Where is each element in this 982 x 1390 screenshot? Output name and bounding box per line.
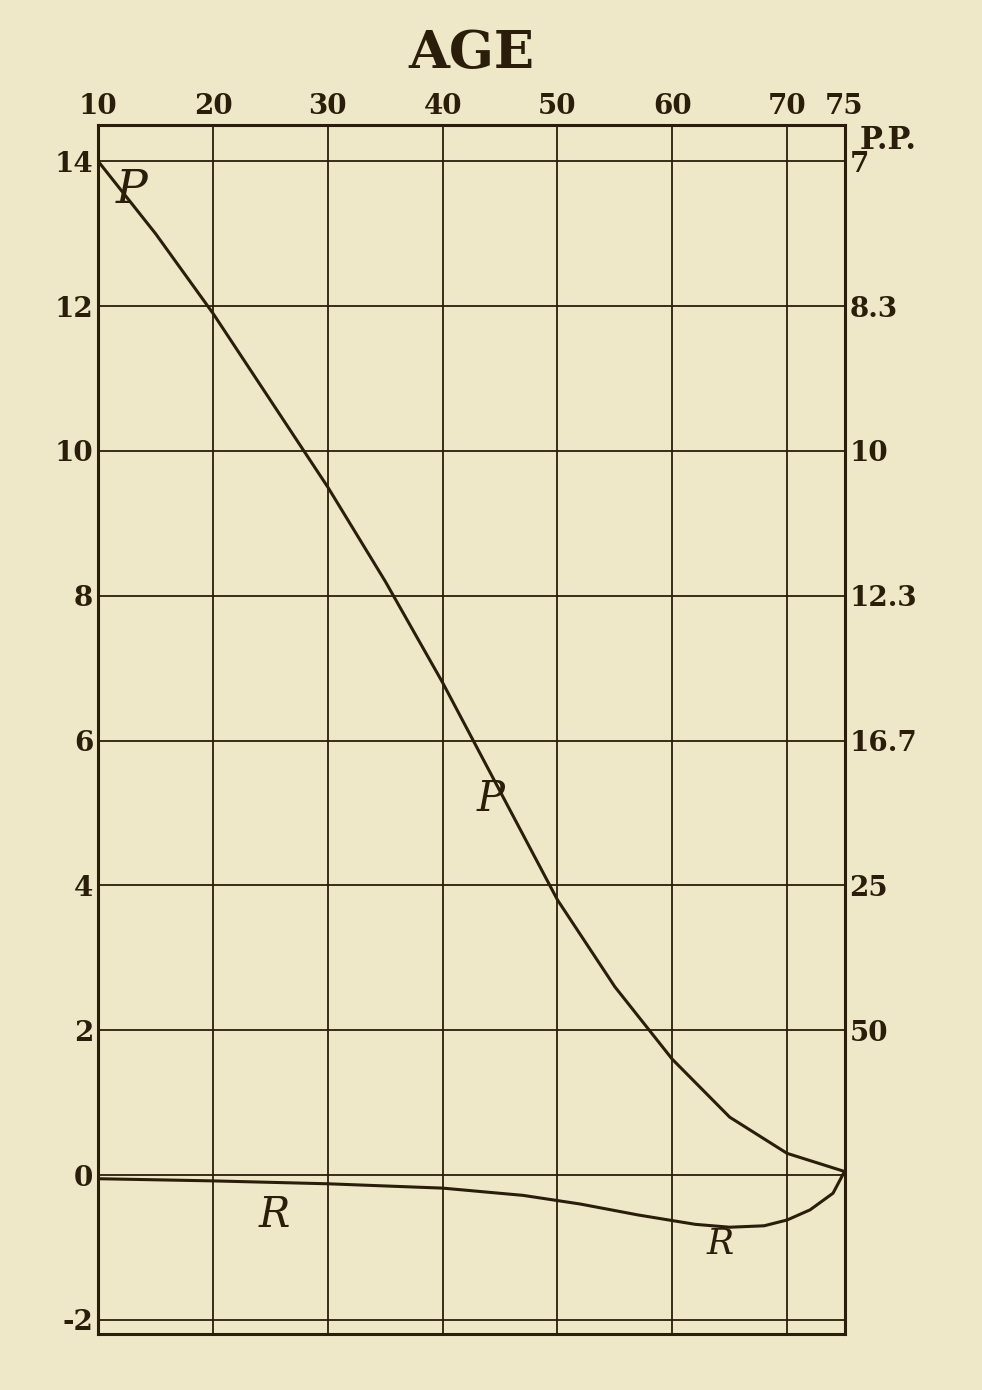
- Title: AGE: AGE: [409, 28, 534, 79]
- Text: R: R: [259, 1194, 291, 1236]
- Text: R: R: [707, 1227, 734, 1261]
- Text: P.P.: P.P.: [859, 125, 916, 156]
- Text: P: P: [116, 168, 147, 213]
- Text: P: P: [477, 777, 505, 820]
